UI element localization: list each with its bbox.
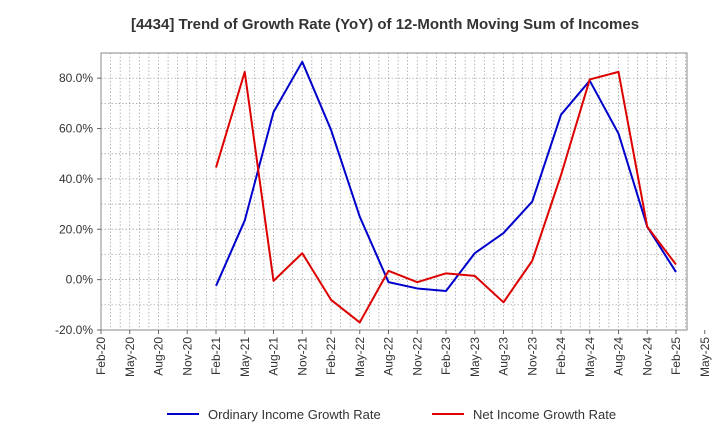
x-tick-label: Nov-23	[525, 337, 539, 376]
series-line-1	[215, 60, 677, 292]
x-tick-label: Aug-21	[267, 337, 281, 376]
x-tick-label: Feb-24	[554, 337, 568, 375]
x-tick-label: Feb-25	[669, 337, 683, 375]
legend-label-1: Ordinary Income Growth Rate	[208, 407, 381, 422]
series-group	[215, 60, 677, 324]
x-tick-label: Nov-24	[640, 337, 654, 376]
legend-label-2: Net Income Growth Rate	[473, 407, 616, 422]
x-tick-label: Aug-22	[382, 337, 396, 376]
x-tick-label: Aug-24	[612, 337, 626, 376]
legend: Ordinary Income Growth Rate Net Income Gr…	[167, 407, 616, 422]
y-tick-label: 40.0%	[59, 172, 93, 186]
y-tick-label: 60.0%	[59, 122, 93, 136]
x-tick-label: Aug-23	[497, 337, 511, 376]
y-axis: 80.0% 60.0% 40.0% 20.0% 0.0% -20.0%	[55, 71, 101, 337]
x-tick-label: May-25	[698, 337, 712, 377]
x-tick-label: May-24	[583, 337, 597, 377]
x-tick-label: May-20	[123, 337, 137, 377]
x-tick-label: Aug-20	[152, 337, 166, 376]
y-tick-label: 80.0%	[59, 71, 93, 85]
chart-title: [4434] Trend of Growth Rate (YoY) of 12-…	[131, 16, 639, 33]
y-tick-label: -20.0%	[55, 323, 93, 337]
x-tick-label: Feb-22	[324, 337, 338, 375]
series-line-2	[215, 70, 677, 324]
x-tick-label: May-22	[353, 337, 367, 377]
grid	[101, 53, 687, 330]
y-tick-label: 20.0%	[59, 222, 93, 236]
x-tick-label: Feb-23	[439, 337, 453, 375]
x-tick-label: Feb-21	[209, 337, 223, 375]
x-tick-label: May-21	[238, 337, 252, 377]
x-tick-label: Nov-21	[295, 337, 309, 376]
y-tick-label: 0.0%	[66, 273, 94, 287]
x-tick-label: May-23	[468, 337, 482, 377]
x-tick-label: Feb-20	[94, 337, 108, 375]
x-tick-label: Nov-22	[410, 337, 424, 376]
x-axis: Feb-20 May-20 Aug-20 Nov-20 Feb-21 May-21 Aug-…	[94, 330, 712, 377]
x-tick-label: Nov-20	[180, 337, 194, 376]
